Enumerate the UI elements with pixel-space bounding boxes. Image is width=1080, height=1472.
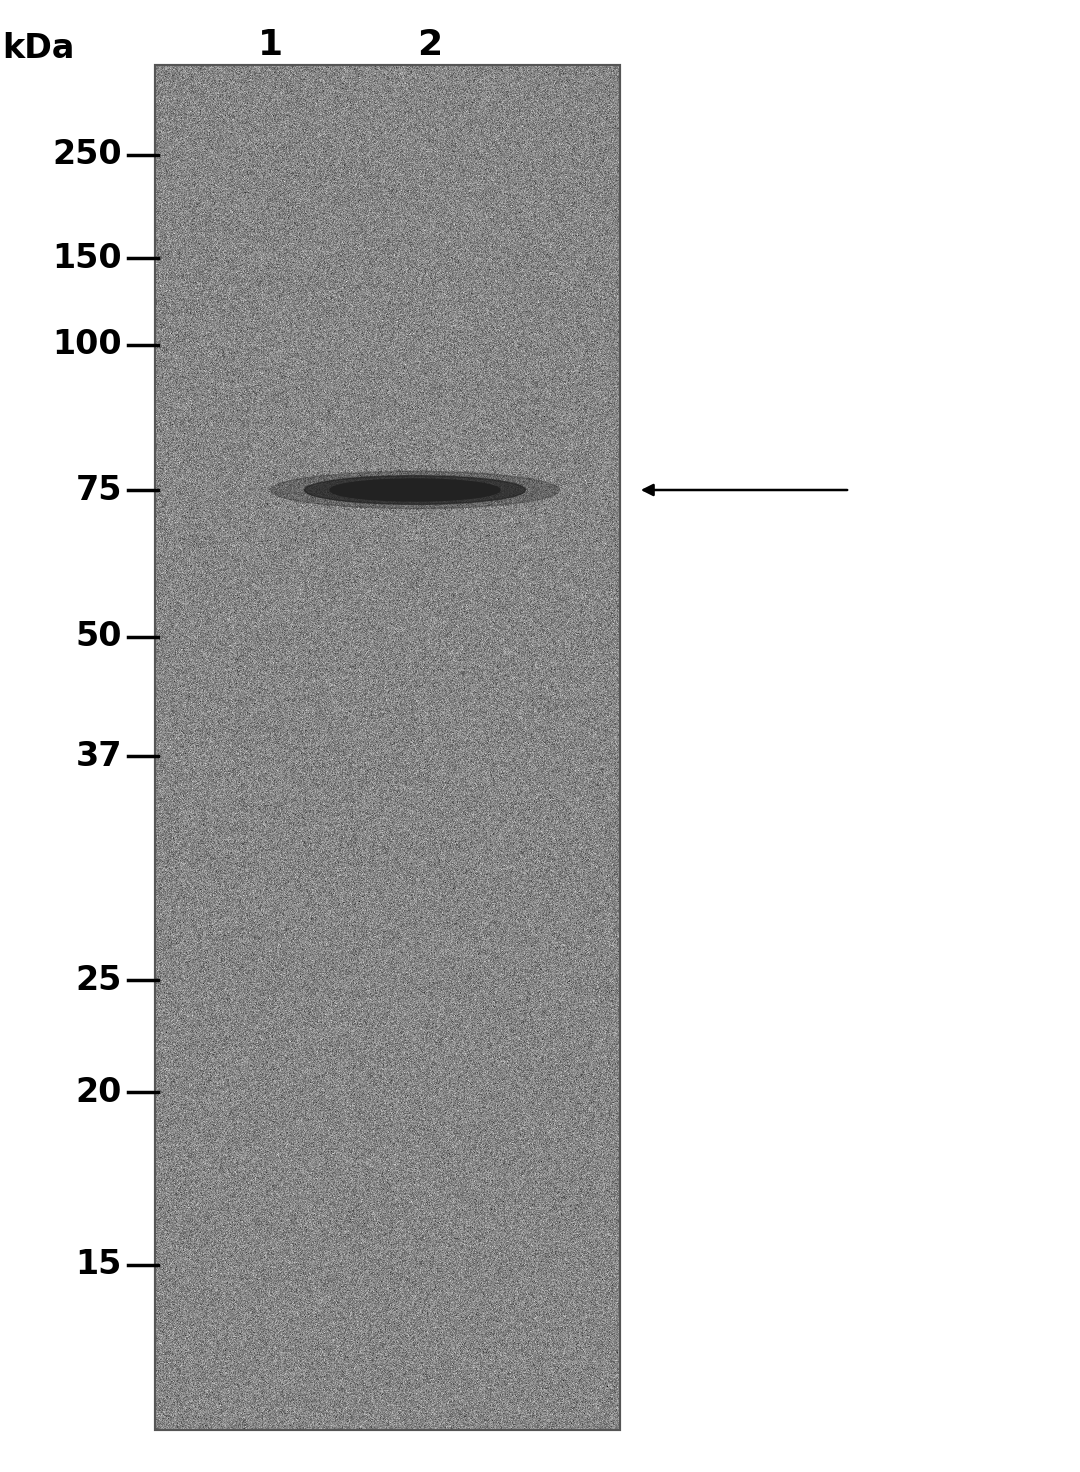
Text: 250: 250 [52, 138, 122, 172]
Text: 15: 15 [76, 1248, 122, 1282]
Text: 75: 75 [76, 474, 122, 506]
Ellipse shape [330, 478, 500, 500]
Text: 37: 37 [76, 739, 122, 773]
Bar [156, 65, 620, 1429]
Ellipse shape [270, 471, 559, 509]
Ellipse shape [305, 475, 526, 505]
Bar [156, 65, 620, 1429]
Text: kDa: kDa [2, 31, 75, 65]
Text: 2: 2 [418, 28, 443, 62]
Text: 50: 50 [76, 621, 122, 654]
Text: 1: 1 [257, 28, 283, 62]
Text: 25: 25 [76, 964, 122, 997]
Text: 100: 100 [52, 328, 122, 362]
Text: 150: 150 [52, 241, 122, 274]
Text: 20: 20 [76, 1076, 122, 1108]
